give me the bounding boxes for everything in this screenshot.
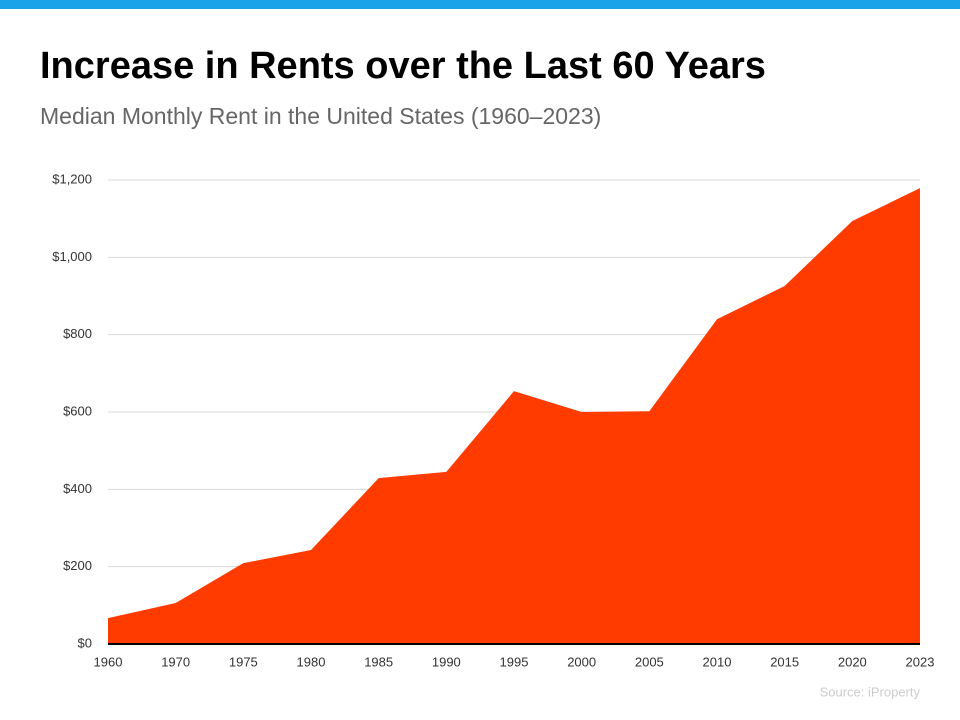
y-tick-label: $800 (63, 326, 92, 341)
y-tick-label: $200 (63, 558, 92, 573)
x-tick-label: 2023 (906, 654, 935, 669)
x-tick-label: 2005 (635, 654, 664, 669)
x-tick-label: 1960 (94, 654, 123, 669)
y-tick-label: $600 (63, 403, 92, 418)
chart-title: Increase in Rents over the Last 60 Years (40, 45, 766, 87)
x-tick-label: 1995 (500, 654, 529, 669)
x-tick-label: 1970 (161, 654, 190, 669)
y-tick-label: $1,000 (52, 249, 92, 264)
x-tick-label: 2015 (770, 654, 799, 669)
x-tick-label: 2020 (838, 654, 867, 669)
y-tick-label: $1,200 (52, 171, 92, 186)
x-tick-label: 2000 (567, 654, 596, 669)
x-tick-label: 1990 (432, 654, 461, 669)
x-tick-label: 2010 (703, 654, 732, 669)
chart-subtitle: Median Monthly Rent in the United States… (40, 103, 601, 129)
area (108, 188, 920, 644)
y-tick-label: $0 (78, 635, 92, 650)
x-tick-label: 1980 (297, 654, 326, 669)
top-bar (0, 0, 960, 9)
x-tick-label: 1975 (229, 654, 258, 669)
source: Source: iProperty (820, 684, 921, 699)
x-tick-label: 1985 (364, 654, 393, 669)
y-tick-label: $400 (63, 481, 92, 496)
